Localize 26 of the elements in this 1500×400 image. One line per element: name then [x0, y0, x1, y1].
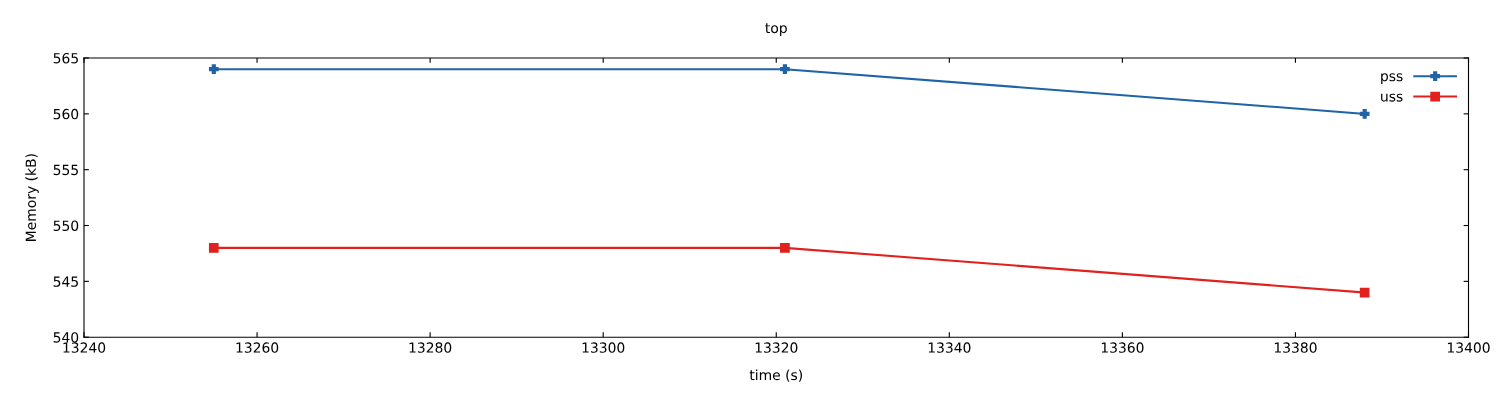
x-tick-label: 13360 — [1101, 342, 1144, 353]
y-axis-title: Memory (kB) — [25, 154, 39, 241]
legend-label: uss — [1381, 93, 1403, 102]
y-tick-label: 550 — [53, 220, 79, 231]
x-tick-label: 13300 — [582, 342, 625, 353]
y-tick-label: 545 — [53, 276, 78, 287]
y-tick-label: 540 — [53, 332, 79, 343]
point — [208, 242, 219, 253]
point — [1359, 287, 1370, 298]
x-axis-title: time (s) — [749, 369, 802, 382]
y-tick-label: 560 — [53, 108, 79, 120]
point — [208, 64, 219, 75]
x-tick-label: 13380 — [1274, 342, 1317, 353]
point — [1359, 108, 1370, 119]
chart-title: top — [765, 23, 787, 36]
point — [780, 64, 790, 75]
x-tick-label: 13340 — [928, 342, 971, 353]
x-tick-label: 13280 — [409, 342, 452, 353]
x-tick-label: 13400 — [1447, 342, 1490, 353]
x-tick-label: 13260 — [236, 342, 279, 353]
legend-label: pss — [1381, 73, 1403, 84]
x-tick-label: 13320 — [755, 342, 798, 353]
y-tick-label: 555 — [53, 164, 78, 176]
y-tick-label: 565 — [53, 52, 78, 64]
point — [780, 242, 790, 253]
x-tick-label: 13240 — [63, 342, 106, 353]
